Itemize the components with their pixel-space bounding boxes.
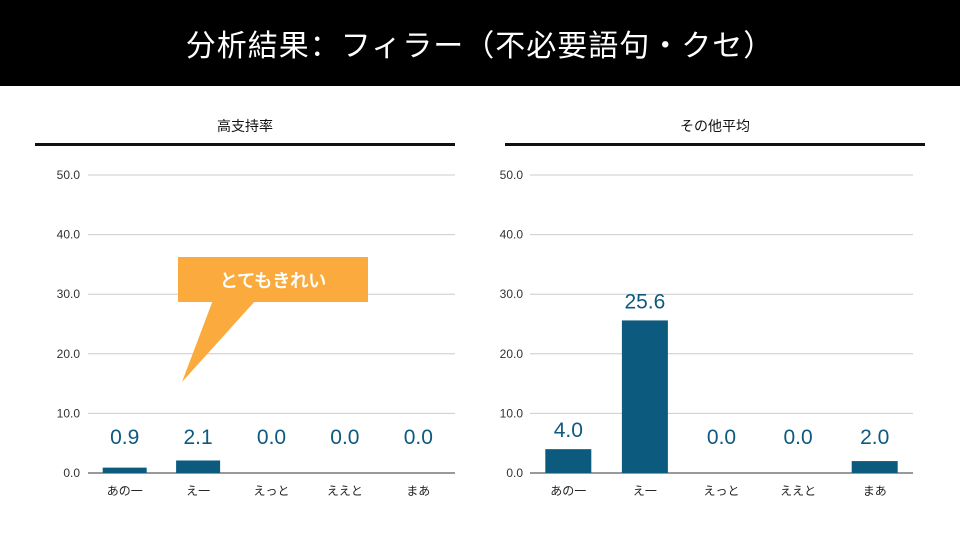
callout-box: とてもきれい [178,257,368,302]
x-tick-label: あの一 [550,484,586,498]
chart-title-right: その他平均 [680,119,750,135]
y-tick-label: 40.0 [500,228,524,242]
data-label: 25.6 [624,290,665,313]
y-tick-label: 30.0 [57,287,81,301]
y-tick-label: 50.0 [500,168,524,182]
x-tick-label: えっと [703,484,739,498]
data-label: 2.0 [860,426,889,449]
x-tick-label: え一 [186,484,210,498]
data-label: 4.0 [554,419,583,442]
data-label: 0.0 [257,426,286,449]
y-tick-label: 0.0 [63,466,80,480]
bar-right-4 [851,461,898,473]
y-tick-label: 50.0 [57,168,81,182]
x-tick-label: まあ [863,484,887,498]
data-label: 0.0 [404,426,433,449]
y-tick-label: 20.0 [500,347,524,361]
bar-right-0 [545,449,592,473]
data-label: 0.0 [330,426,359,449]
x-tick-label: え一 [633,484,657,498]
data-label: 0.0 [707,426,736,449]
y-tick-label: 40.0 [57,228,81,242]
y-tick-label: 10.0 [500,406,524,420]
x-tick-label: まあ [406,484,430,498]
bar-left-0 [102,467,147,473]
x-tick-label: ええと [327,484,363,498]
data-label: 0.9 [110,426,139,449]
y-tick-label: 30.0 [500,287,524,301]
y-tick-label: 20.0 [57,347,81,361]
x-tick-label: えっと [253,484,289,498]
chart-title-rule-right [505,143,925,146]
chart-title-left: 高支持率 [217,119,273,135]
chart-title-rule-left [35,143,455,146]
bar-right-1 [621,320,668,473]
slide-title: 分析結果：フィラー（不必要語句・クセ） [0,0,960,86]
y-tick-label: 0.0 [506,466,523,480]
x-tick-label: あの一 [107,484,143,498]
bar-left-1 [176,460,221,473]
data-label: 0.0 [783,426,812,449]
y-tick-label: 10.0 [57,406,81,420]
data-label: 2.1 [183,426,212,449]
x-tick-label: ええと [780,484,816,498]
